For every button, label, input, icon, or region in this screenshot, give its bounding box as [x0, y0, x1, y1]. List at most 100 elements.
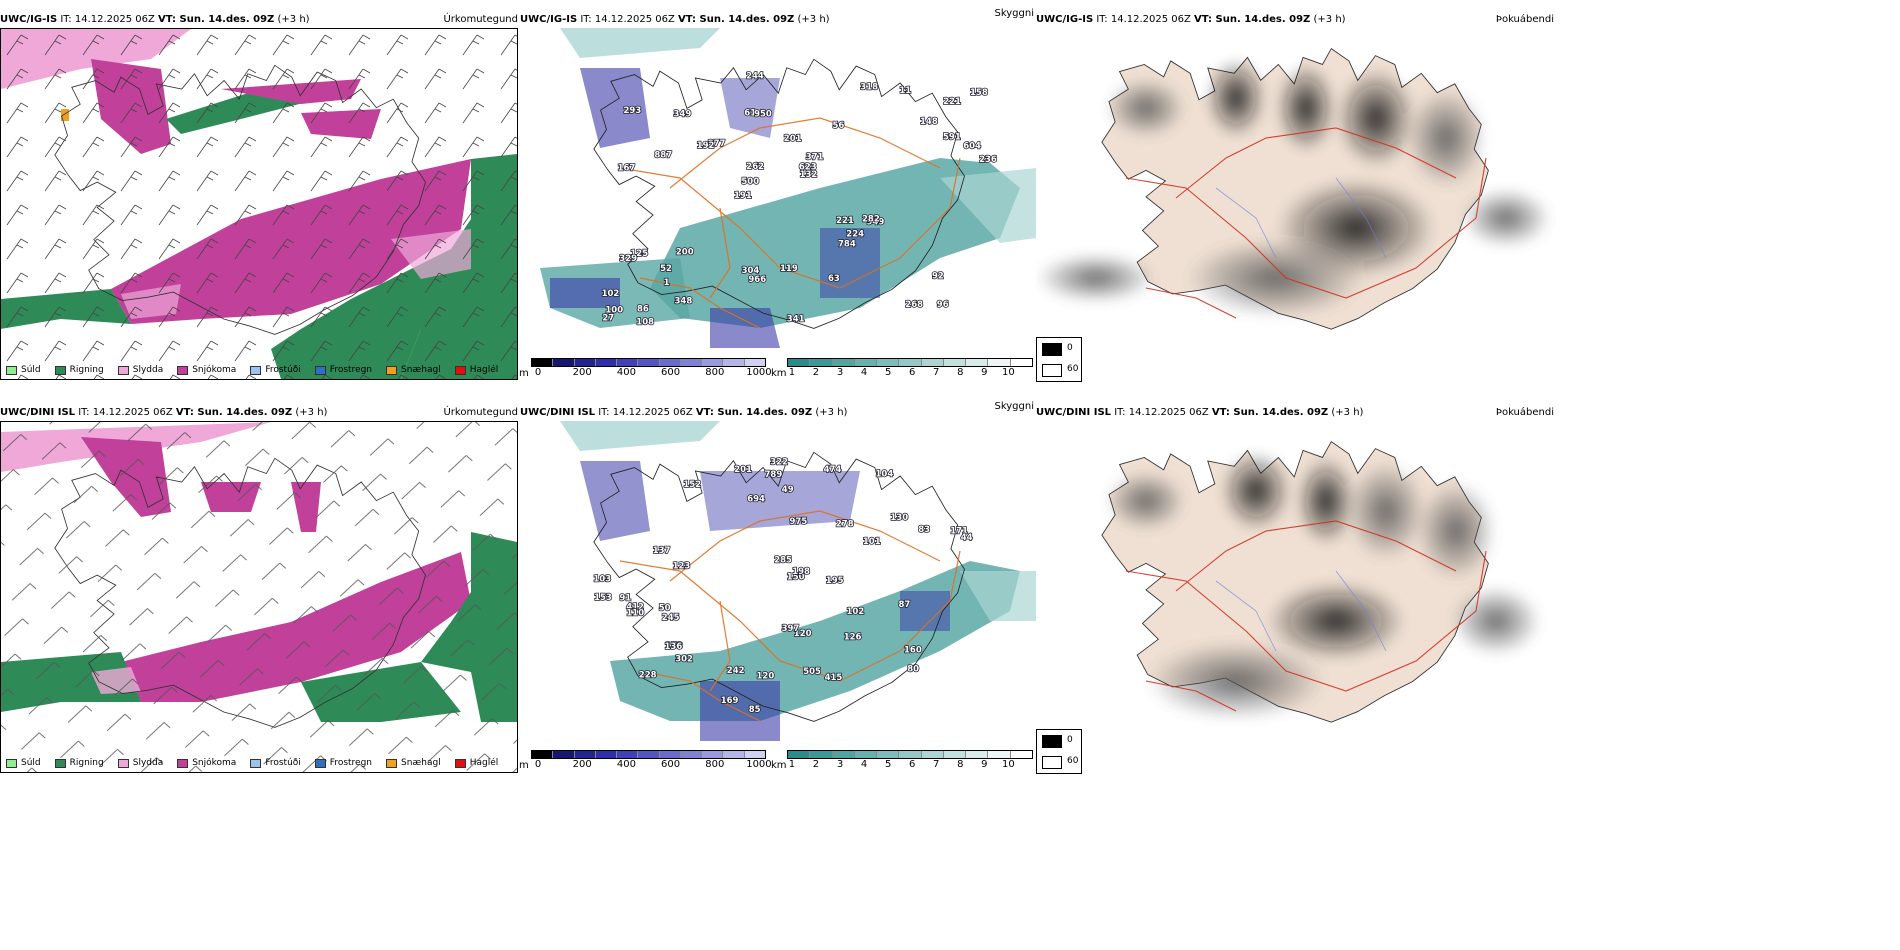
- ceiling-value-label: 100: [605, 306, 623, 316]
- legend-item-snjokoma: Snjókoma: [177, 365, 236, 375]
- colorbar-segment: [877, 751, 900, 758]
- ceiling-value-label: 104: [876, 470, 894, 480]
- legend-item-snaehagl: Snæhagl: [386, 365, 441, 375]
- colorbar-segment: [832, 751, 855, 758]
- ceiling-colorbar-row2: 0 200 400 600 800 1000 m: [519, 750, 772, 771]
- visibility-map[interactable]: 96 167 221 191 56 86 61 201 125 277 102 1 950 371 949 2…: [520, 28, 1036, 358]
- ceiling-value-label: 158: [970, 88, 988, 98]
- visibility-map[interactable]: 228 104 152 130 120 123 245 173 83 101 91 322 126 150…: [520, 421, 1036, 751]
- ceiling-value-label: 224: [846, 229, 864, 239]
- visibility-colorbar-ticks: 1 2 3 4 5 6 7 8 9 10: [787, 759, 1033, 771]
- colorbar-tick-label: 7: [933, 367, 940, 378]
- ceiling-value-label: 173: [665, 641, 683, 651]
- ceiling-value-label: 244: [746, 71, 764, 81]
- precip-type-map[interactable]: [0, 28, 518, 380]
- colorbar-tick-label: 6: [908, 759, 916, 770]
- ceiling-value-label: 50: [659, 604, 671, 614]
- panel-title: Úrkomutegund: [443, 14, 518, 25]
- fog-indicator-map[interactable]: [1036, 421, 1556, 741]
- colorbar-segment: [899, 751, 922, 758]
- fog-indicator-map[interactable]: [1036, 28, 1556, 348]
- legend-swatch: [6, 758, 17, 768]
- legend-swatch: [386, 758, 398, 768]
- ceiling-value-label: 91: [619, 594, 631, 604]
- ceiling-value-label: 80: [907, 664, 919, 674]
- legend-item-haglel: Haglél: [454, 758, 498, 768]
- ceiling-value-label: 474: [824, 465, 842, 475]
- init-time-label: IT: 14.12.2025 06Z: [75, 407, 176, 418]
- ceiling-value-label: 195: [826, 576, 844, 586]
- cloud-key-label-60: 60: [1067, 364, 1079, 374]
- legend-swatch: [314, 758, 326, 768]
- colorbar-tick-label: 3: [836, 759, 844, 770]
- ceiling-value-label: 412: [626, 603, 644, 613]
- colorbar-segment: [943, 751, 967, 758]
- colorbar-tick-label: 6: [908, 367, 916, 378]
- ceiling-value-label: 278: [836, 519, 854, 529]
- colorbar-segment: [595, 751, 618, 758]
- ceiling-value-label: 201: [734, 465, 752, 475]
- legend-swatch: [250, 758, 262, 768]
- colorbar-tick-label: 3: [836, 367, 844, 378]
- colorbar-tick-label: 600: [661, 759, 681, 770]
- ceiling-value-label: 191: [734, 191, 752, 201]
- colorbar-tick-label: 200: [572, 759, 592, 770]
- ceiling-colorbar-ticks: 0 200 400 600 800 1000: [531, 759, 772, 771]
- ceiling-value-label: 120: [794, 629, 812, 639]
- ceiling-value-label: 302: [675, 655, 693, 665]
- ceiling-unit: m: [519, 760, 529, 771]
- ceiling-value-label: 125: [630, 249, 648, 259]
- valid-time-label: VT: Sun. 14.des. 09Z: [158, 14, 275, 25]
- model-label: UWC/IG-IS: [0, 14, 58, 25]
- ceiling-value-label: 371: [806, 153, 824, 163]
- ceiling-value-label: 83: [918, 525, 930, 535]
- ceiling-value-label: 63: [828, 274, 840, 284]
- colorbar-tick-label: 10: [1002, 759, 1015, 770]
- colorbar-tick-label: 400: [616, 759, 636, 770]
- precip-type-panel-row2: UWC/DINI ISL IT: 14.12.2025 06Z VT: Sun.…: [0, 405, 520, 775]
- ceiling-value-label: 200: [676, 247, 694, 257]
- ceiling-value-label: 169: [721, 696, 739, 706]
- forecast-step-label: (+3 h): [812, 407, 848, 418]
- ceiling-colorbar-row1: 0 200 400 600 800 1000 m: [519, 358, 772, 379]
- cloud-key-swatch-60: [1042, 364, 1062, 377]
- ceiling-value-label: 349: [674, 110, 692, 120]
- ceiling-value-label: 198: [792, 567, 810, 577]
- valid-time-label: VT: Sun. 14.des. 09Z: [1211, 407, 1329, 418]
- legend-swatch: [454, 365, 466, 375]
- forecast-step-label: (+3 h): [292, 407, 328, 418]
- legend-swatch: [454, 758, 466, 768]
- ceiling-value-label: 86: [637, 304, 649, 314]
- init-time-label: IT: 14.12.2025 06Z: [1111, 407, 1212, 418]
- visibility-colorbar-bar: [787, 750, 1033, 759]
- ceiling-value-label: 102: [847, 607, 865, 617]
- colorbar-segment: [680, 359, 703, 366]
- colorbar-segment: [943, 359, 967, 366]
- colorbar-tick-label: 2: [812, 759, 820, 770]
- legend-swatch: [6, 365, 17, 375]
- colorbar-tick-label: 1000: [746, 759, 772, 770]
- ceiling-value-label: 348: [675, 297, 693, 307]
- panel-title: Þokuábendi: [1495, 407, 1554, 418]
- legend-swatch: [117, 758, 129, 768]
- colorbar-segment: [1010, 751, 1032, 758]
- panel-header: UWC/IG-IS IT: 14.12.2025 06Z VT: Sun. 14…: [0, 12, 520, 28]
- panel-title: Skyggni: [994, 8, 1034, 19]
- precip-type-map[interactable]: [0, 421, 518, 773]
- colorbar-tick-label: 8: [957, 759, 964, 770]
- visibility-panel-row1: UWC/IG-IS IT: 14.12.2025 06Z VT: Sun. 14…: [520, 8, 1036, 382]
- legend-swatch: [54, 758, 66, 768]
- visibility-colorbar-row2: 1 2 3 4 5 6 7 8 9 10 km: [771, 750, 1033, 771]
- ceiling-value-label: 397: [782, 624, 800, 634]
- ceiling-value-label: 103: [593, 575, 611, 585]
- legend-item-slydda: Slydda: [117, 758, 163, 768]
- colorbar-segment: [553, 359, 575, 366]
- ceiling-value-label: 167: [618, 164, 636, 174]
- panel-title: Þokuábendi: [1495, 14, 1554, 25]
- colorbar-tick-label: 10: [1002, 367, 1015, 378]
- ceiling-value-label: 949: [867, 218, 885, 228]
- colorbar-segment: [966, 751, 989, 758]
- ceiling-value-label: 591: [943, 133, 961, 143]
- panel-title: Skyggni: [994, 401, 1034, 412]
- colorbar-segment: [921, 751, 944, 758]
